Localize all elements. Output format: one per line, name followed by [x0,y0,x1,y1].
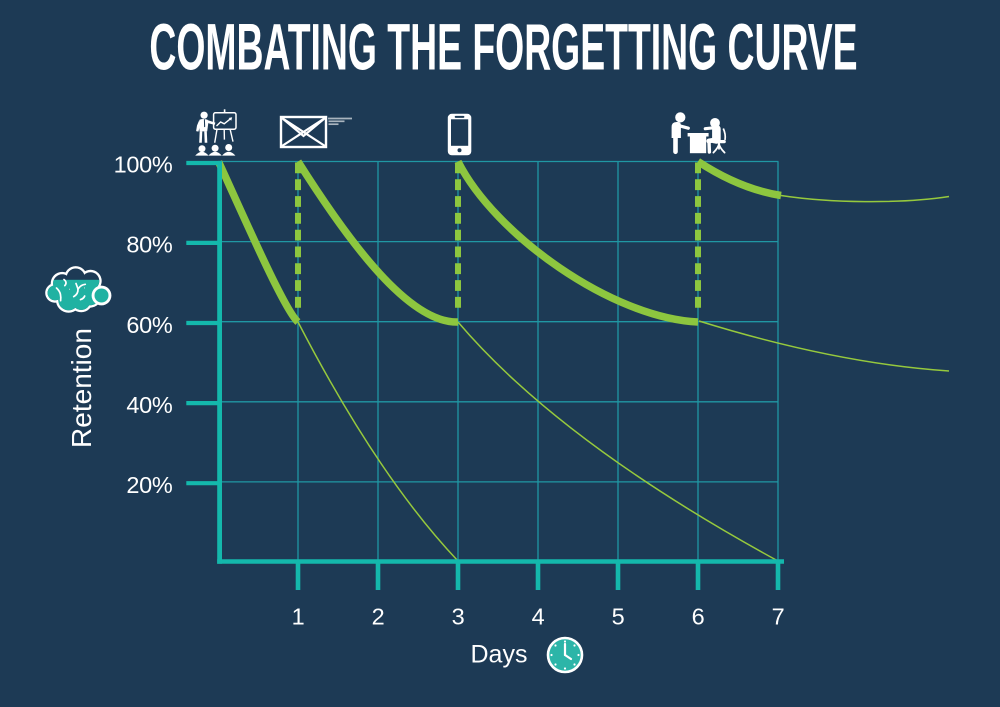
svg-text:6: 6 [692,604,705,630]
svg-text:60%: 60% [126,312,173,338]
svg-text:5: 5 [612,604,625,630]
svg-text:COMBATING THE FORGETTING CURVE: COMBATING THE FORGETTING CURVE [149,10,857,84]
svg-text:20%: 20% [126,472,173,498]
svg-text:1: 1 [292,604,305,630]
svg-text:2: 2 [372,604,385,630]
svg-text:40%: 40% [126,392,173,418]
svg-text:Retention: Retention [66,328,97,448]
svg-text:Days: Days [471,641,528,669]
svg-text:3: 3 [452,604,465,630]
svg-text:4: 4 [532,604,545,630]
svg-text:7: 7 [772,604,785,630]
svg-text:100%: 100% [114,152,173,178]
svg-text:80%: 80% [126,232,173,258]
